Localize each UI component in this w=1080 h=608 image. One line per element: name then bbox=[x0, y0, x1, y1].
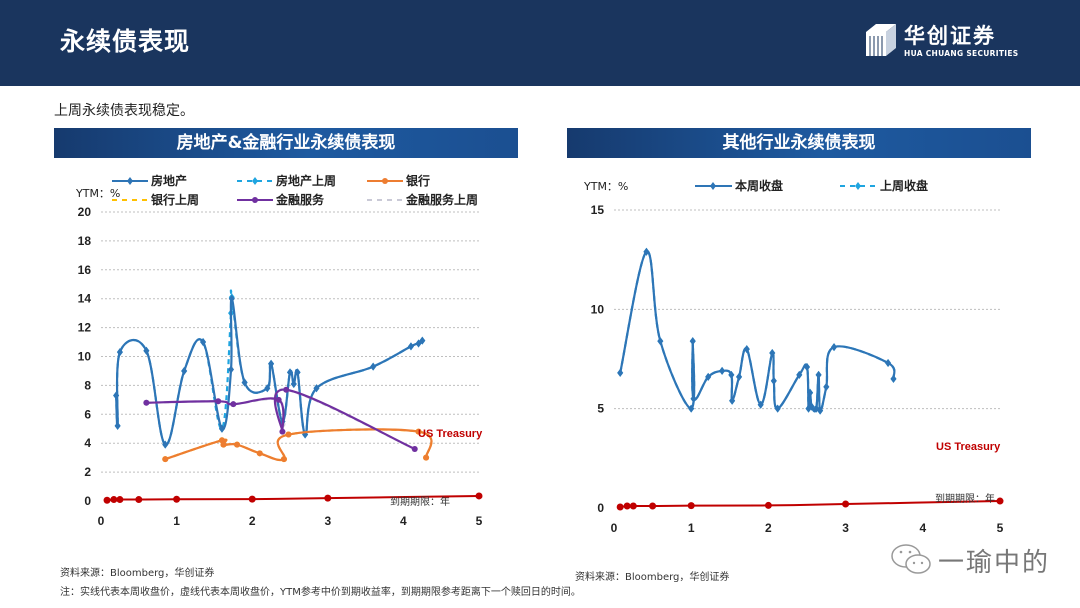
svg-text:5: 5 bbox=[476, 514, 483, 528]
svg-text:4: 4 bbox=[84, 436, 91, 450]
right-x-axis-ticks: 0 1 2 3 4 5 bbox=[611, 521, 1004, 535]
wechat-watermark: 一瑜中的 bbox=[888, 540, 1058, 580]
page-header: 永续债表现 华创证券 HUA CHUANG SECURITIES bbox=[0, 0, 1080, 86]
svg-text:1: 1 bbox=[688, 521, 695, 535]
svg-text:16: 16 bbox=[78, 263, 92, 277]
watermark-text: 一瑜中的 bbox=[938, 548, 1051, 578]
svg-text:1: 1 bbox=[173, 514, 180, 528]
svg-text:2: 2 bbox=[249, 514, 256, 528]
svg-text:金融服务: 金融服务 bbox=[275, 192, 325, 207]
legend-item-real-estate-last-week: 房地产上周 bbox=[237, 173, 336, 188]
right-chart-title: 其他行业永续债表现 bbox=[567, 128, 1031, 158]
left-treasury-annotation: US Treasury bbox=[418, 428, 483, 440]
svg-text:本周收盘: 本周收盘 bbox=[735, 178, 783, 193]
right-chart-source: 资料来源：Bloomberg，华创证券 bbox=[575, 572, 730, 583]
summary-text: 上周永续债表现稳定。 bbox=[54, 103, 194, 119]
right-series-lines bbox=[616, 247, 1004, 511]
left-legend: YTM：% 房地产 房地产上周 银行 银行上周 bbox=[75, 173, 478, 207]
left-y-axis-label: YTM：% bbox=[75, 187, 120, 200]
left-y-axis-ticks: 0 2 4 6 8 10 12 14 16 18 20 bbox=[78, 205, 92, 508]
svg-text:4: 4 bbox=[400, 514, 407, 528]
svg-text:银行: 银行 bbox=[406, 173, 430, 188]
svg-text:10: 10 bbox=[591, 302, 605, 316]
svg-text:10: 10 bbox=[78, 350, 92, 364]
svg-text:金融服务上周: 金融服务上周 bbox=[405, 192, 478, 207]
svg-text:银行上周: 银行上周 bbox=[151, 192, 199, 207]
right-y-axis-ticks: 0 5 10 15 bbox=[591, 203, 605, 515]
left-gridlines bbox=[101, 211, 479, 473]
logo-cube-icon bbox=[866, 24, 896, 56]
right-legend: YTM：% 本周收盘 上周收盘 bbox=[583, 178, 928, 193]
company-logo: 华创证券 HUA CHUANG SECURITIES bbox=[862, 20, 1022, 62]
svg-text:上周收盘: 上周收盘 bbox=[880, 178, 928, 193]
svg-text:0: 0 bbox=[611, 521, 618, 535]
legend-item-this-week-close: 本周收盘 bbox=[695, 178, 783, 193]
right-treasury-annotation: US Treasury bbox=[936, 441, 1001, 453]
legend-item-financial-last-week: 金融服务上周 bbox=[367, 192, 478, 207]
svg-text:0: 0 bbox=[597, 501, 604, 515]
svg-text:3: 3 bbox=[324, 514, 331, 528]
svg-text:12: 12 bbox=[78, 321, 92, 335]
svg-text:20: 20 bbox=[78, 205, 92, 219]
legend-item-bank-last-week: 银行上周 bbox=[112, 192, 199, 207]
left-series-lines bbox=[103, 289, 483, 504]
svg-text:房地产上周: 房地产上周 bbox=[276, 173, 336, 188]
legend-item-bank: 银行 bbox=[367, 173, 430, 188]
page-title: 永续债表现 bbox=[60, 27, 191, 56]
right-chart: 0 5 10 15 0 1 2 3 4 5 YTM：% 本周收盘 上周收盘 US Treasur… bbox=[583, 178, 1004, 535]
left-chart-source: 资料来源：Bloomberg，华创证券 bbox=[60, 568, 215, 579]
right-x-axis-label: 到期期限：年 bbox=[935, 492, 995, 505]
svg-text:4: 4 bbox=[919, 521, 926, 535]
svg-text:3: 3 bbox=[842, 521, 849, 535]
svg-text:6: 6 bbox=[84, 407, 91, 421]
left-x-axis-label: 到期期限：年 bbox=[390, 495, 450, 508]
legend-item-last-week-close: 上周收盘 bbox=[840, 178, 928, 193]
svg-text:14: 14 bbox=[78, 292, 92, 306]
footnote: 注：实线代表本周收盘价，虚线代表本周收盘价，YTM参考中价到期收益率，到期期限参… bbox=[60, 587, 581, 598]
right-y-axis-label: YTM：% bbox=[583, 180, 628, 193]
logo-english-name: HUA CHUANG SECURITIES bbox=[904, 49, 1019, 58]
legend-item-real-estate: 房地产 bbox=[112, 173, 187, 188]
wechat-icon bbox=[891, 544, 931, 574]
svg-text:15: 15 bbox=[591, 203, 605, 217]
svg-text:5: 5 bbox=[997, 521, 1004, 535]
svg-text:0: 0 bbox=[84, 494, 91, 508]
svg-text:0: 0 bbox=[98, 514, 105, 528]
svg-text:5: 5 bbox=[597, 402, 604, 416]
svg-text:房地产: 房地产 bbox=[151, 173, 187, 188]
svg-text:8: 8 bbox=[84, 378, 91, 392]
left-chart-title: 房地产&金融行业永续债表现 bbox=[54, 128, 518, 158]
svg-text:18: 18 bbox=[78, 234, 92, 248]
svg-text:2: 2 bbox=[765, 521, 772, 535]
svg-text:2: 2 bbox=[84, 465, 91, 479]
legend-item-financial: 金融服务 bbox=[237, 192, 325, 207]
logo-chinese-name: 华创证券 bbox=[904, 24, 996, 48]
left-x-axis-ticks: 0 1 2 3 4 5 bbox=[98, 514, 483, 528]
